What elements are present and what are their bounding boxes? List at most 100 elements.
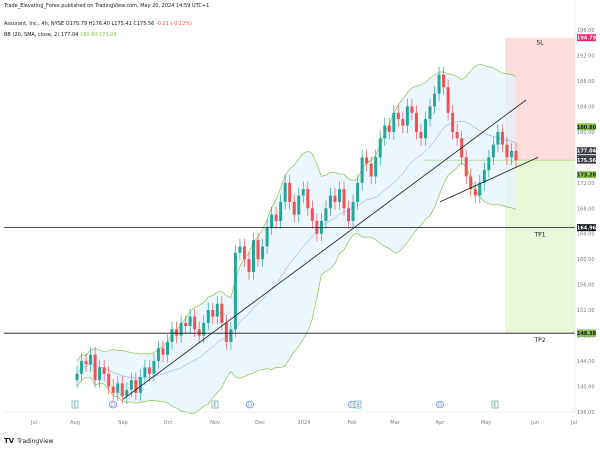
candle-body [175,329,179,336]
candle-body [229,329,233,342]
marker-letter: D [350,403,354,409]
candle-body [211,310,215,317]
candle-body [509,150,513,158]
candle-body [356,182,360,202]
candle-body [328,195,332,209]
price-tag-bg [577,34,596,42]
price-tag: 194.79 [577,34,597,42]
bb-basis: 177.04 [60,32,79,38]
y-tick-label: 192.00 [577,53,595,59]
candle-body [93,354,97,381]
candle-body [482,170,486,183]
candle-body [369,163,373,177]
price-tag-value: 164.96 [577,226,597,232]
price-tag-bg [577,171,596,179]
x-tick-label: Sep [118,420,127,426]
candle-body [351,201,355,221]
tradingview-logo-icon: TV [4,437,15,445]
candle-body [405,106,409,126]
price-tag: 177.04 [577,147,597,155]
candle-body [184,322,188,327]
candle-body [256,240,260,260]
marker-bg [246,400,254,409]
candle-body [387,125,391,132]
candle-body [179,322,183,336]
candle-body [143,367,147,377]
price-tag: 164.96 [577,224,597,232]
earnings-marker-icon: E [211,400,219,409]
marker-letter: E [73,403,76,409]
candle-body [161,348,165,355]
earnings-marker-icon: E [71,400,79,409]
marker-bg [109,400,117,409]
candle-body [301,189,305,196]
x-tick-label: Nov [210,420,220,426]
candle-body [374,157,378,177]
price-tag: 148.38 [577,329,597,337]
candle-body [279,201,283,221]
bb-basis-line [76,120,517,379]
symbol-ohlc-line: Assurant, Inc., 4h, NYSE O175.79 H176.40… [4,21,192,27]
price-tag-value: 175.56 [577,158,597,164]
price-tag-bg [577,147,596,155]
candle-body [270,214,274,228]
candle-body [288,182,292,202]
candle-body [437,74,441,94]
y-tick-label: 160.00 [577,257,595,263]
marker-bg [71,400,79,409]
candle-body [152,361,156,374]
stop-loss-zone [505,37,575,161]
candle-body [410,106,414,113]
candle-body [500,131,504,145]
bb-lower: 173.28 [99,32,117,38]
symbol-name: Assurant, Inc., 4h, NYSE [4,21,65,27]
candle-body [116,383,120,393]
candle-body [242,246,246,260]
x-tick-label: Feb [348,420,357,426]
candle-body [455,131,459,139]
candle-body [469,176,473,190]
publisher-line: Trade_Elevating_Forex published on Tradi… [4,3,210,9]
candle-body [419,131,423,139]
ohlc-values: O175.79 H176.40 L175.41 C175.56 [65,21,155,27]
candle-body [491,144,495,158]
dividend-marker-icon: D [348,400,356,409]
x-tick-label: 2024 [298,420,311,426]
candle-body [80,361,84,374]
candle-body [84,361,88,365]
marker-letter: E [493,403,496,409]
price-tag-value: 177.04 [577,149,597,155]
price-tag-value: 173.28 [577,173,597,179]
marker-letter: D [111,403,115,409]
trendline [122,99,527,400]
footer: TV TradingView [4,437,53,445]
candle-body [306,189,310,209]
level-label: TP1 [533,232,545,239]
x-tick-label: Apr [436,420,446,426]
price-tag-bg [577,156,596,164]
y-tick-label: 188.00 [577,79,595,85]
marker-letter: D [438,403,442,409]
candle-body [473,189,477,196]
x-tick-label: Oct [164,420,173,426]
candle-body [274,214,278,221]
candle-body [401,119,405,126]
x-tick-label: Jul [570,420,577,426]
price-tag-bg [577,123,596,131]
y-tick-label: 180.00 [577,130,595,136]
marker-letter: E [213,403,216,409]
candle-body [451,112,455,132]
candle-body [423,119,427,139]
x-tick-label: Jun [530,420,539,426]
candle-body [206,310,210,323]
x-tick-label: Aug [70,420,80,426]
candle-body [383,125,387,139]
y-tick-label: 136.00 [577,410,595,416]
price-change: -0.21 (-0.12%) [155,21,193,27]
bb-upper-line [76,63,517,362]
y-tick-label: 184.00 [577,104,595,110]
bb-lower-line [76,161,517,414]
candle-body [283,182,287,202]
candle-body [392,112,396,132]
